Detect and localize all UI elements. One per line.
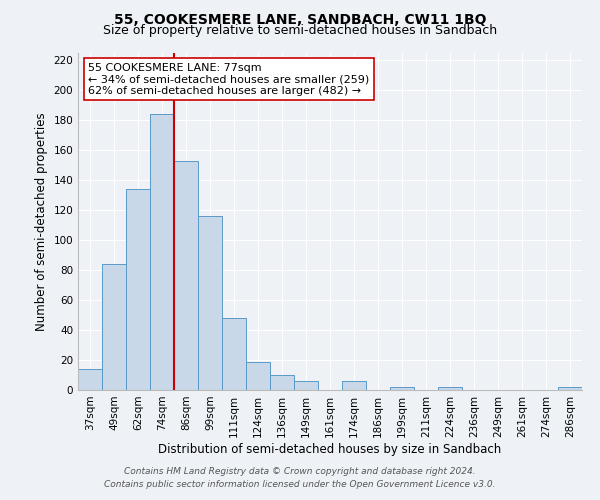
Bar xyxy=(294,381,318,390)
Bar xyxy=(78,369,102,390)
Text: 55, COOKESMERE LANE, SANDBACH, CW11 1BQ: 55, COOKESMERE LANE, SANDBACH, CW11 1BQ xyxy=(114,12,486,26)
Bar xyxy=(270,375,294,390)
Bar xyxy=(558,387,582,390)
Text: Contains HM Land Registry data © Crown copyright and database right 2024.
Contai: Contains HM Land Registry data © Crown c… xyxy=(104,468,496,489)
Bar xyxy=(126,189,150,390)
Text: 55 COOKESMERE LANE: 77sqm
← 34% of semi-detached houses are smaller (259)
62% of: 55 COOKESMERE LANE: 77sqm ← 34% of semi-… xyxy=(88,62,370,96)
Bar xyxy=(222,318,246,390)
Y-axis label: Number of semi-detached properties: Number of semi-detached properties xyxy=(35,112,48,330)
Bar xyxy=(342,381,366,390)
Bar xyxy=(102,264,126,390)
Text: Size of property relative to semi-detached houses in Sandbach: Size of property relative to semi-detach… xyxy=(103,24,497,37)
Bar xyxy=(246,362,270,390)
Bar xyxy=(390,387,414,390)
Bar xyxy=(174,160,198,390)
X-axis label: Distribution of semi-detached houses by size in Sandbach: Distribution of semi-detached houses by … xyxy=(158,442,502,456)
Bar xyxy=(198,216,222,390)
Bar xyxy=(150,114,174,390)
Bar xyxy=(438,387,462,390)
